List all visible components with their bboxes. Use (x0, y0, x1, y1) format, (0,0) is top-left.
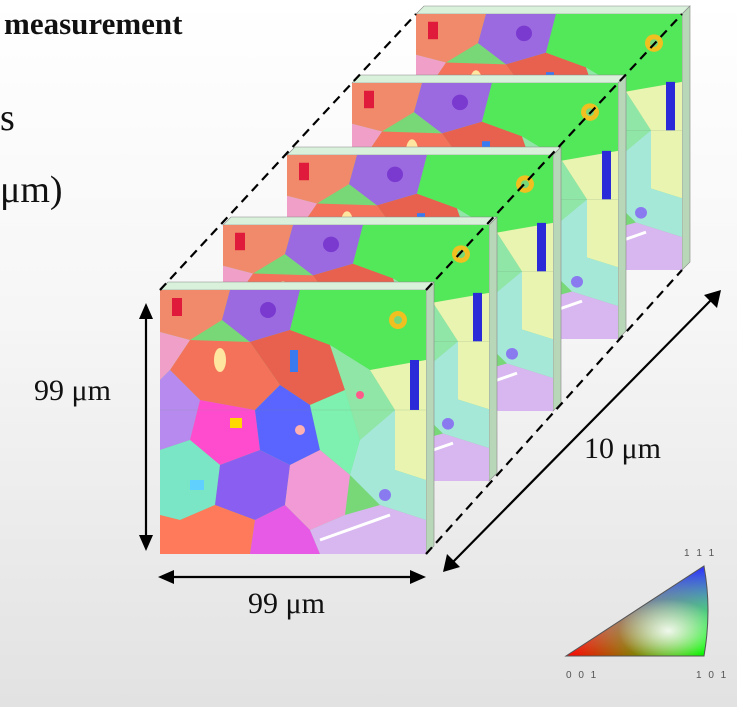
ebsd-slice-2 (222, 216, 498, 482)
ipf-label-001: 0 0 1 (566, 670, 598, 681)
width-label: 99 μm (248, 587, 325, 620)
ebsd-slice-5 (415, 5, 691, 271)
height-label: 99 μm (34, 374, 111, 407)
bullet-text-fragment-2: μm) (0, 169, 63, 211)
depth-arrow (443, 290, 721, 572)
ebsd-slice-1 (159, 281, 435, 555)
bullet-text-fragment-1: s (0, 97, 15, 139)
ipf-label-111: 1 1 1 (684, 548, 716, 559)
depth-label: 10 μm (584, 432, 661, 465)
ipf-label-101: 1 0 1 (696, 670, 728, 681)
heading-fragment: measurement (4, 6, 183, 41)
ipf-color-key: 1 1 1 0 0 1 1 0 1 (564, 548, 728, 681)
width-arrow (158, 570, 426, 584)
height-arrow (139, 303, 153, 551)
stack-outline (159, 13, 683, 555)
